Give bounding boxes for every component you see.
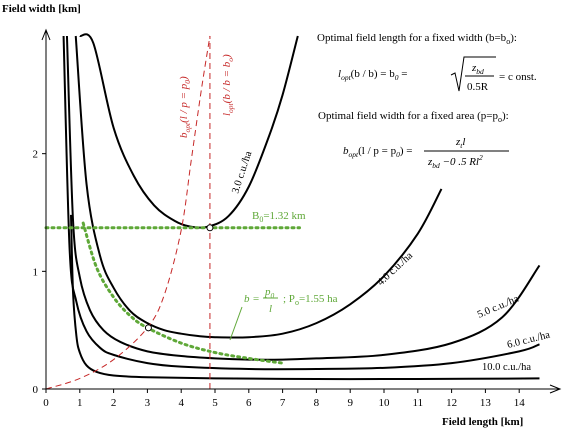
x-tick-label-3: 3: [145, 397, 151, 409]
formula-length: lopt(b / b) = b0 = zbd 0.5R = c onst.: [338, 56, 537, 93]
formula-width: bopt(l / p = p0) = ztl zbd −0 .5 Rl2: [343, 136, 509, 170]
x-tick-label-4: 4: [178, 397, 184, 409]
svg-text:bopt(l / p = p0) =: bopt(l / p = p0) =: [343, 145, 412, 159]
red-label-lopt: lopt(b / b = bo): [221, 54, 235, 116]
sqrt-sign: [450, 56, 496, 92]
svg-text:lopt(b / b) = b0 =: lopt(b / b) = b0 =: [338, 68, 407, 82]
x-tick-label-14: 14: [514, 397, 526, 409]
area-leader-line: [229, 306, 243, 341]
svg-text:p0: p0: [264, 286, 275, 300]
svg-text:; Po=1.55 ha: ; Po=1.55 ha: [283, 293, 338, 307]
x-tick-label-6: 6: [246, 397, 252, 409]
svg-text:= c onst.: = c onst.: [499, 71, 537, 83]
formula-block: Optimal field length for a fixed width (…: [317, 32, 537, 170]
series-line-5: [45, 35, 211, 390]
red-label-bopt: bopt(l / p = p0): [178, 76, 192, 138]
x-tick-label-1: 1: [77, 397, 83, 409]
svg-text:0.5R: 0.5R: [467, 81, 489, 93]
curve-label-4: 4.0 c.u./ha: [376, 250, 416, 288]
formula-note-width: Optimal field width for a fixed area (p=…: [318, 110, 509, 124]
x-axis-arrow: [549, 384, 562, 394]
x-tick-label-8: 8: [314, 397, 320, 409]
x-tick-label-7: 7: [280, 397, 286, 409]
series-line-1: [74, 35, 443, 339]
formula-note-length: Optimal field length for a fixed width (…: [317, 32, 517, 46]
b0-label: B0=1.32 km: [252, 210, 306, 224]
y-tick-label-1: 1: [33, 266, 39, 278]
curve-label-6: 6.0 c.u./ha: [506, 330, 551, 351]
x-tick-label-13: 13: [480, 397, 492, 409]
x-axis-title: Field length [km]: [442, 416, 523, 428]
y-tick-label-2: 2: [33, 149, 39, 161]
area-formula: b = p0 l ; Po=1.55 ha: [229, 286, 338, 341]
y-axis-arrow: [41, 28, 51, 41]
x-tick-label-10: 10: [379, 397, 391, 409]
svg-text:zbd: zbd: [471, 62, 484, 76]
optimum-point-1: [144, 324, 152, 332]
y-axis-title: Field width [km]: [2, 3, 81, 15]
svg-text:ztl: ztl: [455, 136, 465, 150]
x-tick-label-5: 5: [212, 397, 218, 409]
x-tick-label-11: 11: [413, 397, 424, 409]
series-line-4: [70, 214, 540, 381]
curve-label-5: 5.0 c.u./ha: [476, 293, 521, 320]
curve-label-3: 3.0 c.u./ha: [230, 150, 254, 195]
svg-text:l: l: [269, 303, 272, 315]
x-tick-label-0: 0: [43, 397, 49, 409]
y-tick-label-0: 0: [33, 384, 39, 396]
svg-text:b =: b =: [244, 293, 260, 305]
optimum-point-0: [206, 224, 214, 232]
svg-text:zbd −0 .5 Rl2: zbd −0 .5 Rl2: [427, 153, 483, 170]
curve-label-10: 10.0 c.u./ha: [482, 362, 531, 373]
series-line-2: [65, 35, 541, 361]
curves-layer: [44, 33, 541, 390]
x-tick-label-12: 12: [446, 397, 457, 409]
x-tick-label-2: 2: [111, 397, 117, 409]
x-tick-label-9: 9: [347, 397, 353, 409]
